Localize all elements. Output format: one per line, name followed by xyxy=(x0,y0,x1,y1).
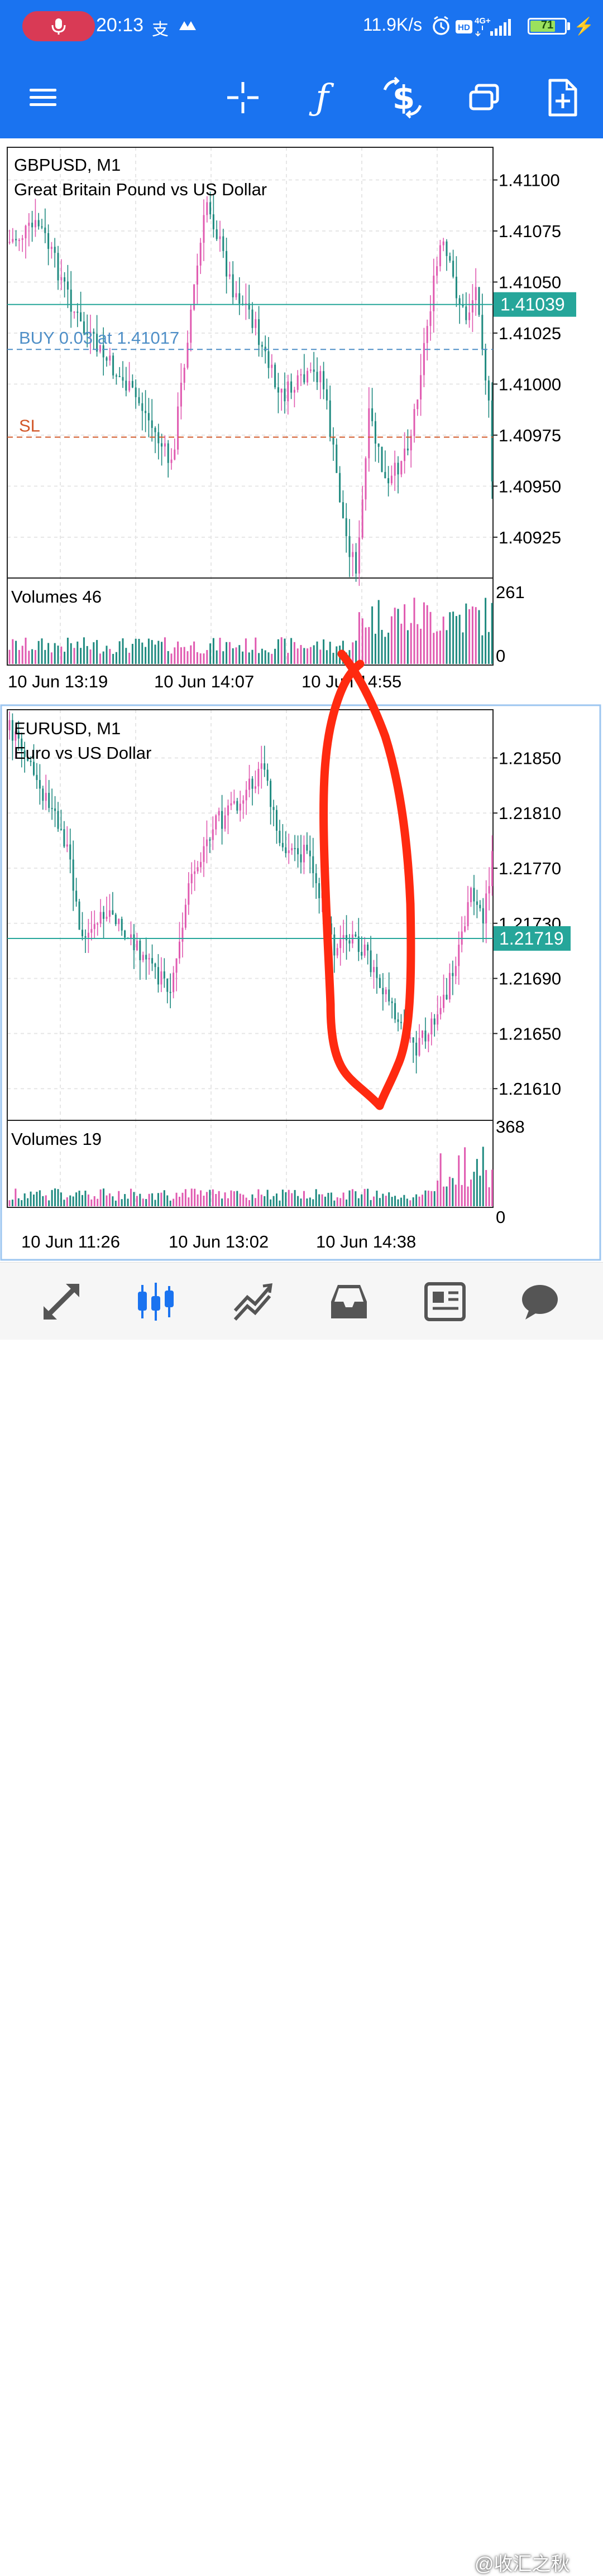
price-grid xyxy=(7,147,493,665)
trade-nav-icon xyxy=(233,1283,272,1321)
price-tick-label: 1.41050 xyxy=(499,272,561,292)
microphone-icon xyxy=(51,18,66,35)
status-icons: HD 4G+ xyxy=(433,16,511,37)
app-notification-icon xyxy=(179,21,196,30)
candles-layer xyxy=(8,711,494,1073)
price-tick-label: 1.40925 xyxy=(499,528,561,547)
volume-label: Volumes 46 xyxy=(11,587,102,606)
volume-min: 0 xyxy=(496,1207,505,1227)
charging-icon: ⚡ xyxy=(573,17,595,36)
hd-badge: HD xyxy=(458,23,470,32)
volume-pane-frame xyxy=(7,1120,494,1208)
time-axis: 10 Jun 13:19 10 Jun 14:07 10 Jun 14:55 xyxy=(8,672,401,691)
network-speed: 11.9K/s xyxy=(363,15,423,35)
nav-history[interactable] xyxy=(318,1274,380,1330)
chart-symbol: GBPUSD, M1 xyxy=(14,155,121,175)
price-tick-label: 1.21850 xyxy=(499,748,561,768)
nav-trade[interactable] xyxy=(222,1274,284,1330)
eurusd-chart-window[interactable]: 1.21850 1.21810 1.21770 1.21730 1.21690 1.216… xyxy=(0,704,603,1261)
alipay-notification-icon: 支 xyxy=(152,21,169,39)
time-label: 10 Jun 14:07 xyxy=(154,672,254,691)
nav-messages[interactable] xyxy=(509,1274,571,1330)
battery-percent: 71 xyxy=(540,19,554,31)
hand-drawn-annotation xyxy=(319,649,415,1110)
status-bar: 20:13 支 11.9K/s HD 4G+ xyxy=(0,0,603,53)
eurusd-chart[interactable]: 1.218501.218101.217701.217301.216901.216… xyxy=(0,704,603,1261)
gbpusd-chart[interactable]: BUY 0.03 at 1.41017 SL 1.411001.410751.4… xyxy=(0,139,603,692)
current-price-tag xyxy=(494,926,571,951)
chart-description: Great Britain Pound vs US Dollar xyxy=(14,180,267,199)
nav-quotes[interactable] xyxy=(31,1274,92,1330)
chart-description: Euro vs US Dollar xyxy=(14,743,151,763)
time-label: 10 Jun 13:02 xyxy=(169,1232,269,1251)
volume-bars xyxy=(8,1147,494,1206)
price-axis: 1.41100 1.41075 1.41050 1.41025 1.41000 1.409… xyxy=(493,171,561,547)
watermark: @收汇之秋 xyxy=(475,2554,570,2575)
price-tick-label: 1.21650 xyxy=(499,1024,561,1043)
news-icon xyxy=(424,1282,466,1321)
menu-button[interactable] xyxy=(18,73,68,123)
battery-fill xyxy=(530,21,556,32)
menu-icon xyxy=(30,89,56,106)
messages-icon xyxy=(522,1285,558,1320)
price-tick-label: 1.21690 xyxy=(499,969,561,989)
candles-layer xyxy=(8,191,493,586)
price-tick-label: 1.21610 xyxy=(499,1079,561,1099)
windows-button[interactable] xyxy=(459,73,509,123)
price-grid xyxy=(7,710,493,1207)
price-tick-label: 1.41075 xyxy=(499,222,561,241)
network-type: 4G+ xyxy=(475,16,491,26)
time-axis: 10 Jun 11:26 10 Jun 13:02 10 Jun 14:38 xyxy=(21,1232,416,1251)
alarm-icon xyxy=(433,16,449,35)
price-tick-label: 1.41025 xyxy=(499,324,561,343)
indicators-icon: ƒ xyxy=(309,78,334,117)
battery-icon xyxy=(528,18,567,35)
time-label: 10 Jun 13:19 xyxy=(8,672,108,691)
current-price-value: 1.41039 xyxy=(500,295,565,315)
volume-label: Volumes 19 xyxy=(11,1129,102,1149)
battery-tip xyxy=(567,22,570,30)
status-time: 20:13 xyxy=(96,15,144,36)
time-label: 10 Jun 14:38 xyxy=(316,1232,416,1251)
current-price-tag xyxy=(494,292,576,317)
bottom-navigation: @收汇之秋 xyxy=(0,1262,603,2575)
price-tick-label: 1.40975 xyxy=(499,426,561,445)
chart-symbol: EURUSD, M1 xyxy=(14,719,121,738)
recording-indicator[interactable] xyxy=(22,11,95,41)
signal-icon xyxy=(490,19,511,36)
price-tick-label: 1.40950 xyxy=(499,476,561,496)
active-window-frame xyxy=(0,704,601,1261)
nav-news[interactable] xyxy=(414,1274,476,1330)
new-order-icon xyxy=(548,79,577,117)
new-order-button[interactable] xyxy=(537,73,587,123)
svg-text:$: $ xyxy=(393,79,415,117)
volume-max: 261 xyxy=(496,582,525,602)
quotes-icon xyxy=(44,1284,79,1320)
buy-order-label: BUY 0.03 at 1.41017 xyxy=(19,328,179,348)
history-icon xyxy=(331,1285,367,1318)
crosshair-button[interactable] xyxy=(218,73,268,123)
trade-button[interactable]: $ xyxy=(377,73,428,123)
trade-icon: $ xyxy=(383,76,422,119)
stop-loss-label: SL xyxy=(19,416,40,436)
crosshair-icon xyxy=(227,82,259,113)
time-label: 10 Jun 11:26 xyxy=(21,1232,120,1251)
price-tick-label: 1.21770 xyxy=(499,859,561,878)
volume-pane-frame xyxy=(7,577,494,666)
price-tick-label: 1.21810 xyxy=(499,803,561,823)
indicators-button[interactable]: ƒ xyxy=(297,73,347,123)
top-app-bar: 20:13 支 11.9K/s HD 4G+ xyxy=(0,0,603,138)
price-tick-label: 1.41000 xyxy=(499,374,561,394)
volume-min: 0 xyxy=(496,646,505,666)
current-price-value: 1.21719 xyxy=(499,928,564,948)
nav-chart[interactable] xyxy=(125,1274,186,1330)
chart-icon xyxy=(138,1283,174,1321)
gbpusd-chart-window[interactable]: BUY 0.03 at 1.41017 SL 1.41100 1.41075 1.4… xyxy=(0,139,603,692)
windows-icon xyxy=(469,84,499,110)
price-axis: 1.218501.218101.217701.217301.216901.216… xyxy=(493,748,561,1099)
volume-max: 368 xyxy=(496,1117,525,1137)
price-tick-label: 1.41100 xyxy=(499,171,560,190)
